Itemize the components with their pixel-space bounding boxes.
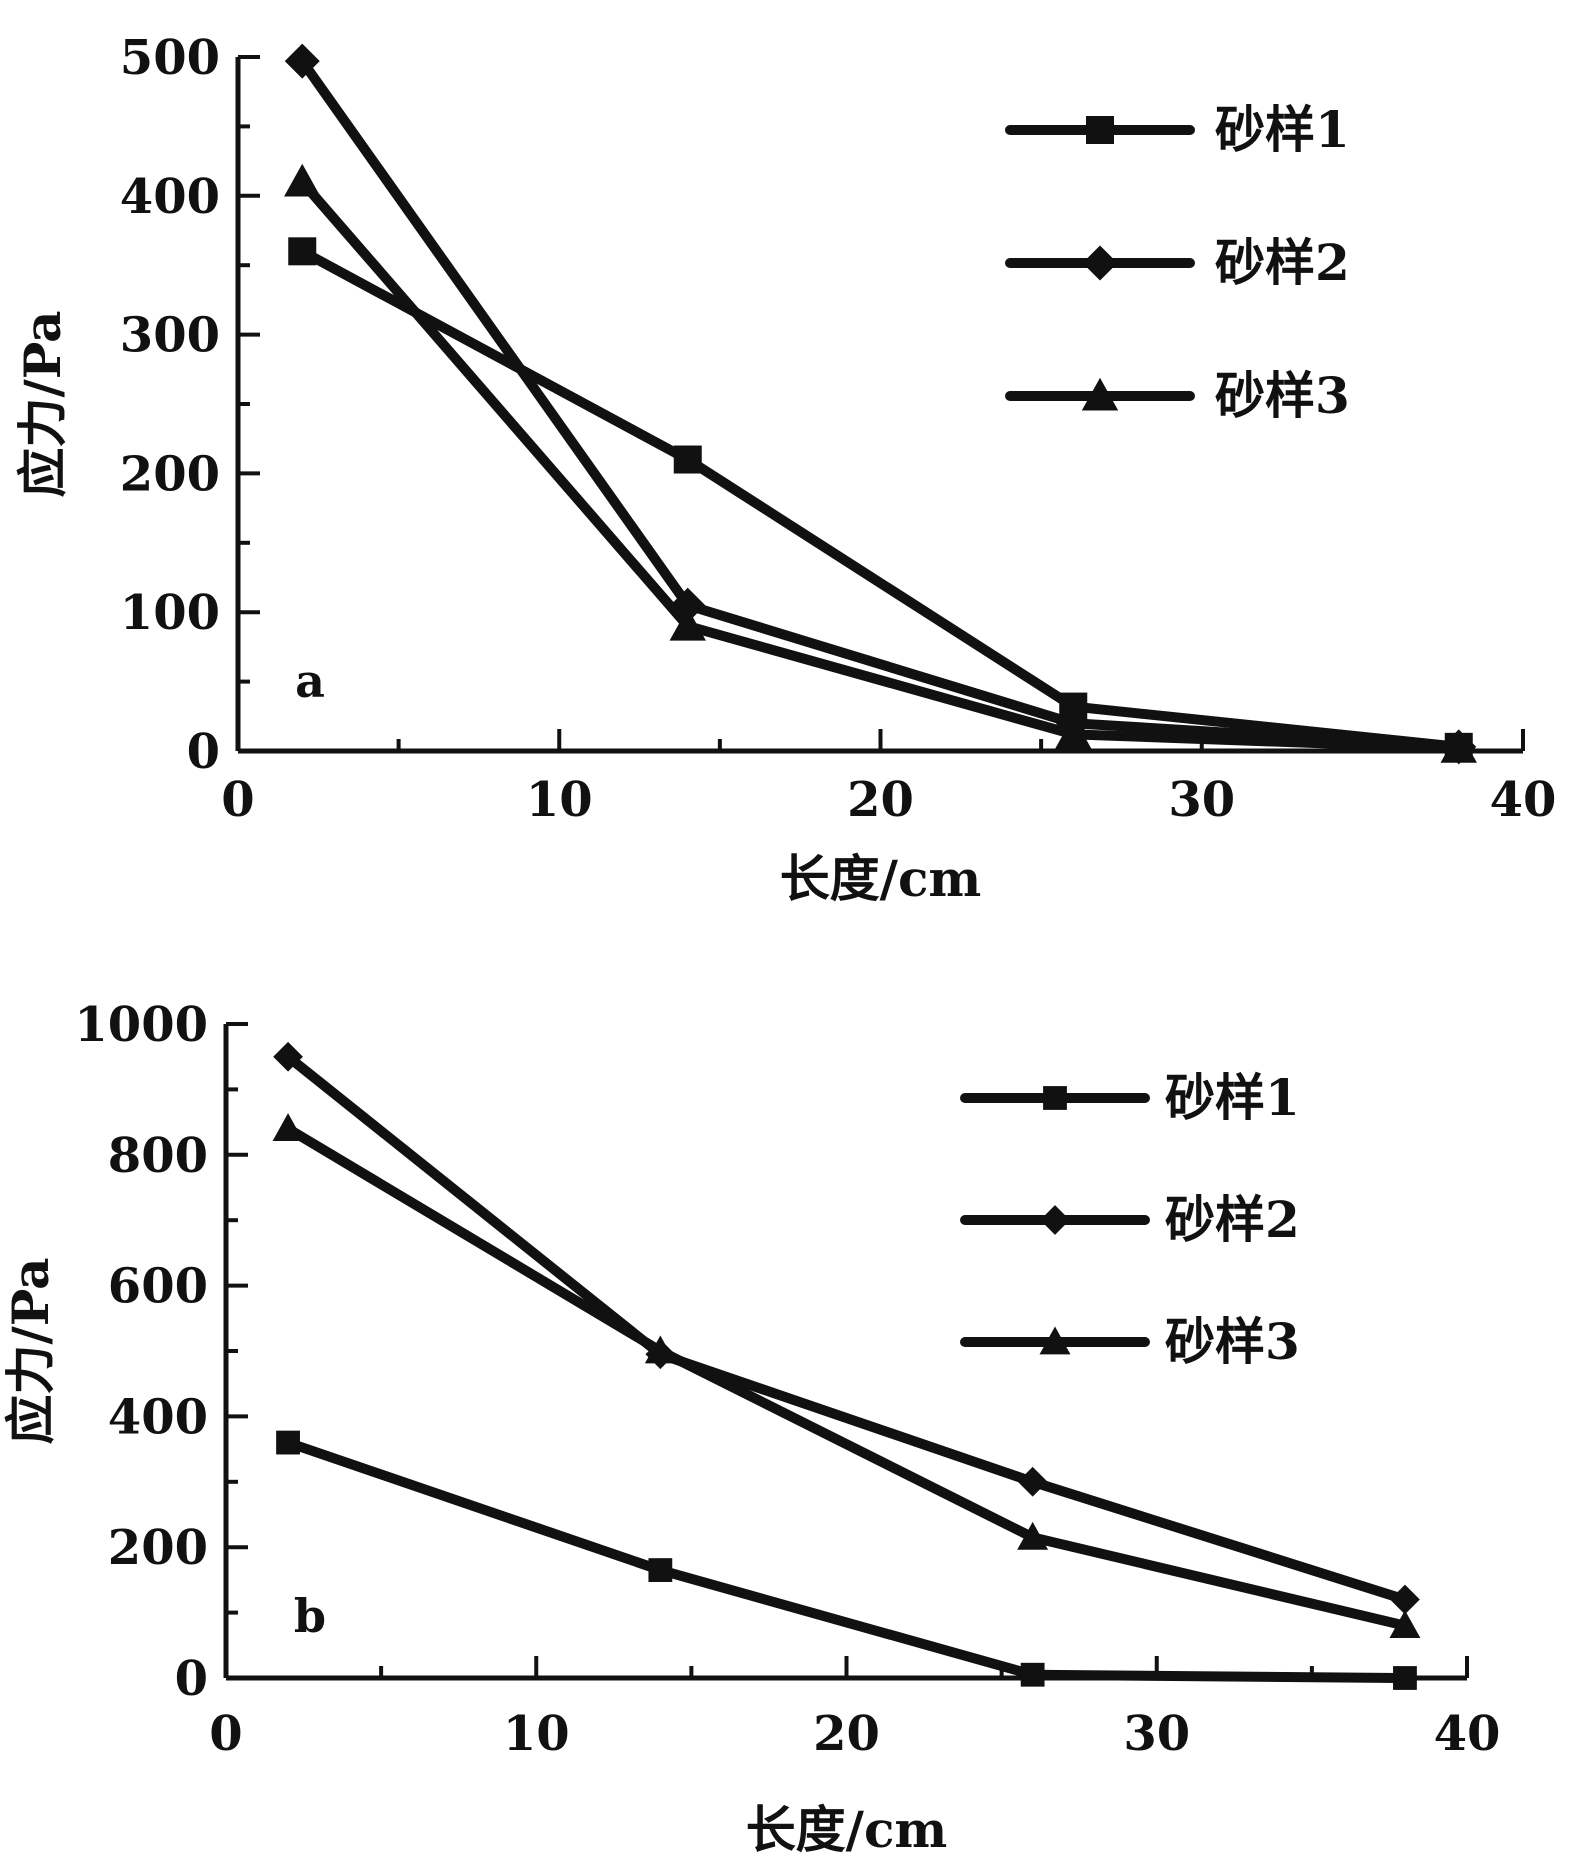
x-tick-label: 40 [1490, 772, 1557, 828]
data-point-diamond [1390, 1584, 1420, 1615]
x-tick-label: 40 [1434, 1706, 1501, 1762]
data-point-triangle [284, 163, 321, 197]
legend-label: 砂样1 [1165, 1068, 1300, 1127]
data-point-square [1020, 1662, 1045, 1687]
x-tick-label: 30 [1123, 1706, 1190, 1762]
y-tick-label: 0 [175, 1651, 208, 1707]
x-axis-label: 长度/cm [780, 849, 982, 908]
legend-marker-triangle [1081, 377, 1119, 411]
y-tick-label: 400 [120, 169, 220, 225]
y-tick-label: 1000 [74, 997, 208, 1053]
data-point-triangle [272, 1113, 304, 1142]
series-line [283, 1123, 1410, 1631]
legend-label: 砂样2 [1165, 1190, 1300, 1249]
y-tick-label: 200 [120, 446, 220, 502]
series-1 [276, 1430, 1417, 1690]
y-tick-label: 300 [120, 308, 220, 364]
x-tick-label: 0 [209, 1706, 242, 1762]
series-line [283, 1051, 1410, 1605]
legend: 砂样1 砂样2 砂样3 [960, 1068, 1300, 1371]
legend-marker-square [1043, 1086, 1067, 1110]
x-axis-label: 长度/cm [746, 1800, 948, 1859]
legend-item: 砂样3 [960, 1312, 1300, 1371]
data-point-diamond [284, 43, 320, 79]
legend-marker-triangle [1039, 1326, 1071, 1355]
legend-marker-square [1086, 116, 1114, 144]
legend-label: 砂样2 [1215, 233, 1350, 292]
legend-item: 砂样2 [960, 1190, 1300, 1249]
data-point-square [288, 237, 317, 266]
legend-label: 砂样1 [1215, 100, 1350, 159]
x-tick-label: 30 [1168, 772, 1235, 828]
y-axis-label: 应力/Pa [1, 1258, 60, 1445]
y-tick-label: 500 [120, 30, 220, 86]
series-line [297, 56, 1464, 752]
legend-item: 砂样1 [1005, 100, 1350, 159]
series-3 [272, 1113, 1421, 1639]
y-axis-label: 应力/Pa [13, 311, 72, 498]
data-point-triangle [669, 607, 706, 641]
series-line [283, 1437, 1410, 1683]
legend-marker-diamond [1040, 1205, 1070, 1235]
data-point-square [1393, 1666, 1417, 1690]
data-point-triangle [1389, 1610, 1421, 1639]
legend-label: 砂样3 [1165, 1312, 1300, 1371]
data-point-square [673, 445, 702, 474]
y-tick-label: 800 [108, 1128, 208, 1184]
panel-label: a [295, 654, 325, 708]
chart-panel-b: 0 200 400 600 800 1000 0 10 20 30 40 长度/cm 应力/Pa b 砂样1… [1, 997, 1500, 1859]
legend-item: 砂样2 [1005, 233, 1350, 292]
x-tick-label: 10 [503, 1706, 570, 1762]
data-point-square [276, 1430, 300, 1455]
data-point-diamond [273, 1041, 303, 1072]
data-point-triangle [1440, 730, 1477, 763]
y-tick-label: 200 [108, 1520, 208, 1576]
data-point-diamond [1017, 1466, 1048, 1497]
y-tick-label: 600 [108, 1259, 208, 1315]
data-point-triangle [644, 1335, 676, 1364]
x-tick-label: 0 [221, 772, 254, 828]
legend: 砂样1 砂样2 砂样3 [1005, 100, 1350, 425]
panel-label: b [294, 1589, 326, 1643]
legend-label: 砂样3 [1215, 366, 1350, 425]
data-point-square [648, 1558, 673, 1582]
x-tick-label: 20 [813, 1706, 880, 1762]
legend-item: 砂样1 [960, 1068, 1300, 1127]
data-point-triangle [1017, 1521, 1049, 1550]
series-3 [284, 163, 1477, 763]
x-tick-label: 20 [847, 772, 914, 828]
y-tick-label: 100 [120, 585, 220, 641]
series-line [297, 176, 1464, 754]
x-tick-label: 10 [526, 772, 593, 828]
data-point-triangle [1055, 716, 1092, 749]
y-tick-label: 0 [187, 724, 220, 780]
y-tick-label: 400 [108, 1389, 208, 1445]
legend-item: 砂样3 [1005, 366, 1350, 425]
legend-marker-diamond [1082, 245, 1118, 281]
series-line [297, 246, 1464, 752]
